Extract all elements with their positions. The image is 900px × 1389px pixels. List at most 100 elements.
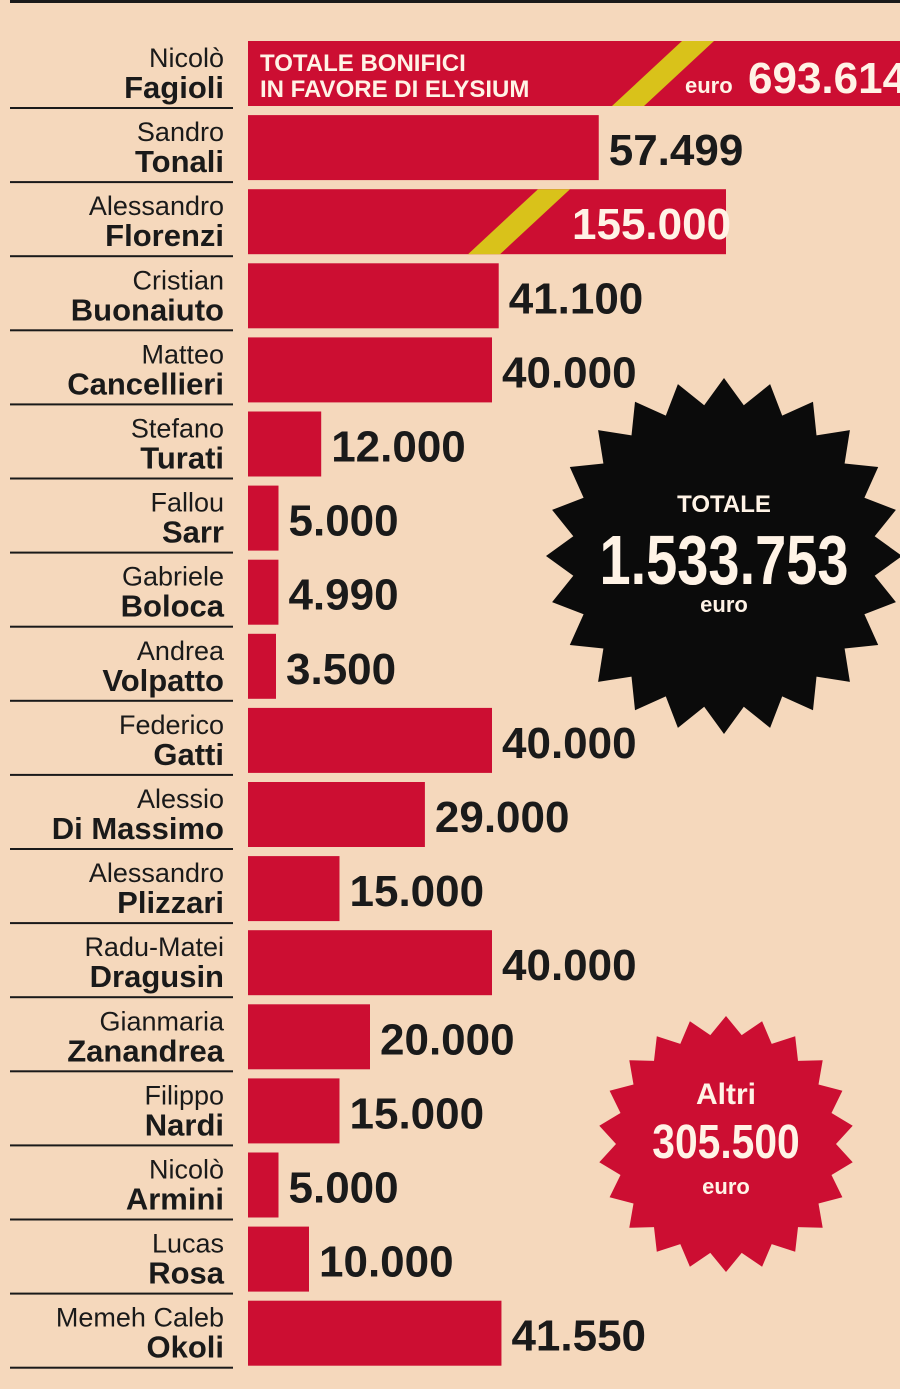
- value-prefix: euro: [685, 73, 733, 98]
- last-name-label: Okoli: [146, 1330, 224, 1365]
- bar: [248, 41, 900, 106]
- last-name-label: Fagioli: [124, 70, 224, 105]
- value-label: 15.000: [350, 867, 485, 916]
- bar: [248, 707, 492, 773]
- bar: [248, 485, 279, 551]
- bar: [248, 930, 492, 996]
- first-name-label: Andrea: [137, 636, 225, 666]
- bar-caption: IN FAVORE DI ELYSIUM: [260, 76, 529, 103]
- first-name-label: Sandro: [137, 117, 224, 147]
- badge-text: 305.500: [652, 1116, 799, 1169]
- value-label: 693.614: [748, 54, 900, 103]
- last-name-label: Turati: [140, 441, 224, 476]
- value-label: 5.000: [289, 497, 399, 546]
- first-name-label: Alessio: [137, 784, 224, 814]
- row-divider: [10, 477, 233, 480]
- first-name-label: Memeh Caleb: [56, 1303, 224, 1333]
- row-divider: [10, 1070, 233, 1073]
- last-name-label: Gatti: [153, 737, 224, 772]
- row-divider: [10, 329, 233, 332]
- last-name-label: Nardi: [145, 1107, 224, 1142]
- row-divider: [10, 1292, 233, 1295]
- first-name-label: Nicolò: [149, 1155, 224, 1185]
- break-stripe: [612, 41, 714, 106]
- bar: [248, 263, 499, 329]
- badge-text: Altri: [696, 1078, 756, 1111]
- last-name-label: Armini: [126, 1182, 224, 1217]
- last-name-label: Sarr: [162, 515, 224, 550]
- starburst-shape: [546, 378, 900, 734]
- row-divider: [10, 551, 233, 554]
- last-name-label: Di Massimo: [52, 811, 224, 846]
- first-name-label: Federico: [119, 710, 224, 740]
- value-label: 12.000: [331, 423, 466, 472]
- last-name-label: Plizzari: [117, 885, 224, 920]
- row-divider: [10, 181, 233, 184]
- last-name-label: Florenzi: [105, 218, 224, 253]
- first-name-label: Radu-Matei: [84, 932, 224, 962]
- bar: [248, 856, 340, 922]
- first-name-label: Filippo: [144, 1080, 224, 1110]
- bar: [248, 559, 279, 625]
- bar: [248, 1300, 502, 1366]
- row-divider: [10, 848, 233, 850]
- first-name-label: Nicolò: [149, 43, 224, 73]
- badge-text: 1.533.753: [599, 522, 848, 599]
- first-name-label: Stefano: [131, 414, 224, 444]
- row-divider: [10, 1144, 233, 1147]
- row-divider: [10, 255, 233, 258]
- value-label: 41.550: [511, 1312, 646, 1361]
- last-name-label: Dragusin: [90, 959, 224, 994]
- bar: [248, 337, 492, 403]
- bar: [248, 1078, 340, 1144]
- first-name-label: Alessandro: [89, 191, 224, 221]
- value-label: 29.000: [435, 793, 570, 842]
- first-name-label: Gianmaria: [99, 1006, 225, 1036]
- last-name-label: Volpatto: [102, 663, 224, 698]
- value-label: 40.000: [502, 348, 637, 397]
- badge-text: TOTALE: [677, 491, 771, 518]
- last-name-label: Buonaiuto: [71, 292, 224, 327]
- row-divider: [10, 773, 233, 776]
- bar: [248, 1152, 279, 1218]
- value-label: 20.000: [380, 1015, 515, 1064]
- first-name-label: Cristian: [132, 265, 224, 295]
- bar: [248, 782, 425, 847]
- row-divider: [10, 625, 233, 628]
- row-divider: [10, 1218, 233, 1221]
- first-name-label: Matteo: [141, 339, 224, 369]
- value-label: 155.000: [572, 200, 731, 249]
- value-label: 10.000: [319, 1238, 454, 1287]
- row-divider: [10, 922, 233, 925]
- last-name-label: Rosa: [148, 1256, 225, 1291]
- first-name-label: Fallou: [150, 488, 224, 518]
- bar: [248, 115, 599, 181]
- bar-caption: TOTALE BONIFICI: [260, 50, 466, 77]
- value-label: 41.100: [509, 274, 644, 323]
- row-divider: [10, 107, 233, 109]
- row-divider: [10, 699, 233, 702]
- first-name-label: Alessandro: [89, 858, 224, 888]
- value-label: 15.000: [350, 1089, 485, 1138]
- last-name-label: Cancellieri: [67, 366, 224, 401]
- last-name-label: Tonali: [135, 144, 224, 179]
- bar: [248, 411, 322, 477]
- last-name-label: Zanandrea: [67, 1033, 225, 1068]
- first-name-label: Gabriele: [122, 562, 224, 592]
- top-rule: [10, 0, 900, 3]
- row-divider: [10, 403, 233, 406]
